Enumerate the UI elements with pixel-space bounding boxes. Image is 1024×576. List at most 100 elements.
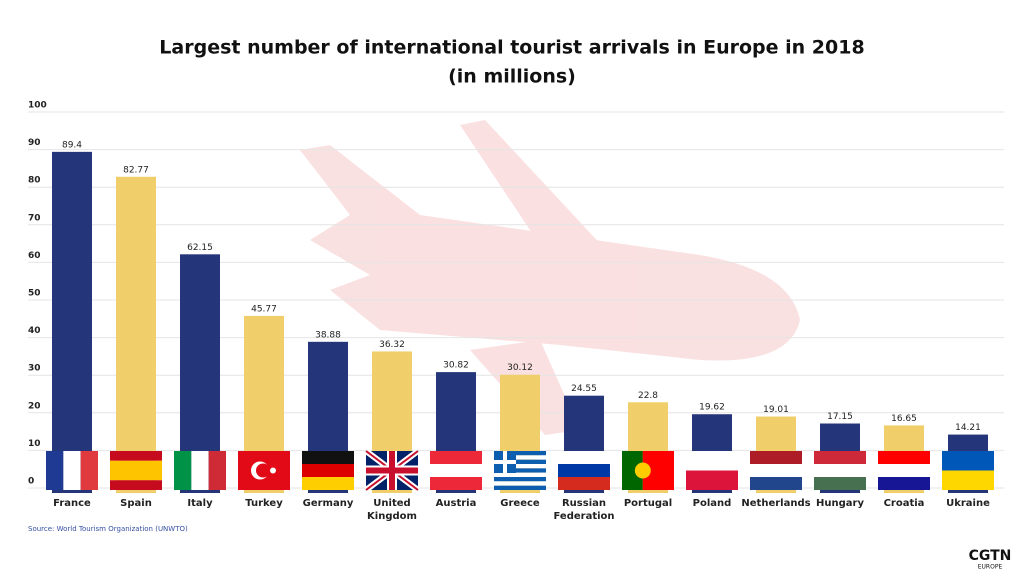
chart-title: Largest number of international tourist …: [159, 37, 864, 59]
value-label: 38.88: [315, 330, 341, 340]
value-label: 17.15: [827, 412, 853, 422]
flag: [46, 451, 98, 490]
flag-part: [494, 459, 546, 464]
y-tick-label: 40: [28, 326, 41, 336]
flag-part: [942, 451, 994, 471]
y-tick-label: 70: [28, 213, 41, 223]
flag-part: [878, 464, 930, 477]
flag: [430, 451, 482, 490]
flag-part: [878, 451, 930, 464]
flag-part: [430, 451, 482, 464]
flag-part: [494, 451, 546, 456]
flag: [558, 451, 610, 490]
x-tick-label: Turkey: [245, 498, 283, 509]
x-tick-label: United Kingdom: [367, 498, 417, 522]
flag-part: [750, 477, 802, 490]
flag-part: [302, 464, 354, 477]
flag-part: [430, 477, 482, 490]
x-tick-label: France: [53, 498, 91, 509]
flag-part: [302, 477, 354, 490]
value-label: 82.77: [123, 165, 149, 175]
value-label: 45.77: [251, 304, 277, 314]
flag-part: [686, 470, 738, 490]
flag-part: [110, 451, 162, 461]
flag-part: [208, 451, 226, 490]
flag-part: [430, 464, 482, 477]
flag-part: [110, 470, 162, 481]
x-tick-label: Italy: [187, 498, 213, 509]
flag-part: [814, 451, 866, 464]
value-label: 22.8: [638, 391, 658, 401]
flag-part: [558, 464, 610, 477]
flag-part: [110, 460, 162, 471]
flag: [110, 451, 162, 490]
y-tick-label: 80: [28, 176, 41, 186]
flag-part: [494, 455, 546, 460]
flag: [364, 448, 420, 493]
flag: [238, 451, 290, 490]
y-tick-label: 50: [28, 289, 41, 299]
flag-part: [63, 451, 81, 490]
y-tick-label: 10: [28, 439, 41, 449]
y-tick-label: 20: [28, 401, 41, 411]
flag-part: [494, 468, 546, 473]
x-tick-label: Austria: [435, 498, 477, 509]
flag-part: [942, 470, 994, 490]
y-tick-label: 0: [28, 477, 34, 487]
flag-part: [686, 451, 738, 471]
x-tick-label: Portugal: [623, 498, 673, 509]
flag-part: [622, 451, 643, 490]
x-tick-label: Ukraine: [946, 498, 990, 509]
value-label: 30.82: [443, 361, 469, 371]
flag-part: [494, 460, 516, 464]
logo: CGTN: [969, 548, 1012, 564]
x-tick-label: Croatia: [883, 498, 925, 509]
bar: [52, 151, 92, 493]
x-tick-label: Spain: [120, 498, 152, 509]
flag-part: [366, 467, 418, 474]
value-label: 24.55: [571, 384, 597, 394]
value-label: 19.62: [699, 403, 725, 413]
flag: [302, 451, 354, 490]
chart-subtitle: (in millions): [448, 66, 576, 88]
flag-part: [494, 464, 546, 469]
flag-part: [494, 472, 546, 477]
y-tick-label: 90: [28, 138, 41, 148]
flag-part: [191, 451, 209, 490]
flag: [174, 451, 226, 490]
flag-part: [46, 451, 64, 490]
source: Source: World Tourism Organization (UNWT…: [28, 525, 188, 533]
flag-part: [750, 464, 802, 477]
value-label: 19.01: [763, 405, 789, 415]
flag-part: [494, 477, 546, 482]
flag-part: [110, 480, 162, 490]
value-label: 62.15: [187, 243, 213, 253]
flag: [686, 451, 738, 490]
flag: [494, 451, 546, 490]
bar: [116, 176, 156, 494]
y-tick-label: 100: [28, 101, 47, 111]
x-tick-label: Greece: [500, 498, 540, 509]
x-tick-label: Russian Federation: [553, 498, 615, 522]
flag-part: [634, 462, 651, 479]
x-tick-label: Hungary: [816, 498, 864, 509]
flag-part: [256, 463, 270, 478]
flag: [942, 451, 994, 490]
flag: [878, 451, 930, 490]
flag: [622, 451, 674, 490]
flag-part: [814, 464, 866, 477]
flag-part: [558, 477, 610, 490]
flag-part: [494, 481, 546, 486]
flag-part: [80, 451, 98, 490]
flag: [814, 451, 866, 490]
flag-part: [814, 477, 866, 490]
logo-sub: EUROPE: [978, 564, 1003, 571]
value-label: 14.21: [955, 423, 981, 433]
flag-part: [302, 451, 354, 464]
flag-part: [558, 451, 610, 464]
x-tick-label: Germany: [302, 498, 354, 509]
x-tick-label: Netherlands: [741, 498, 811, 509]
value-label: 30.12: [507, 363, 533, 373]
